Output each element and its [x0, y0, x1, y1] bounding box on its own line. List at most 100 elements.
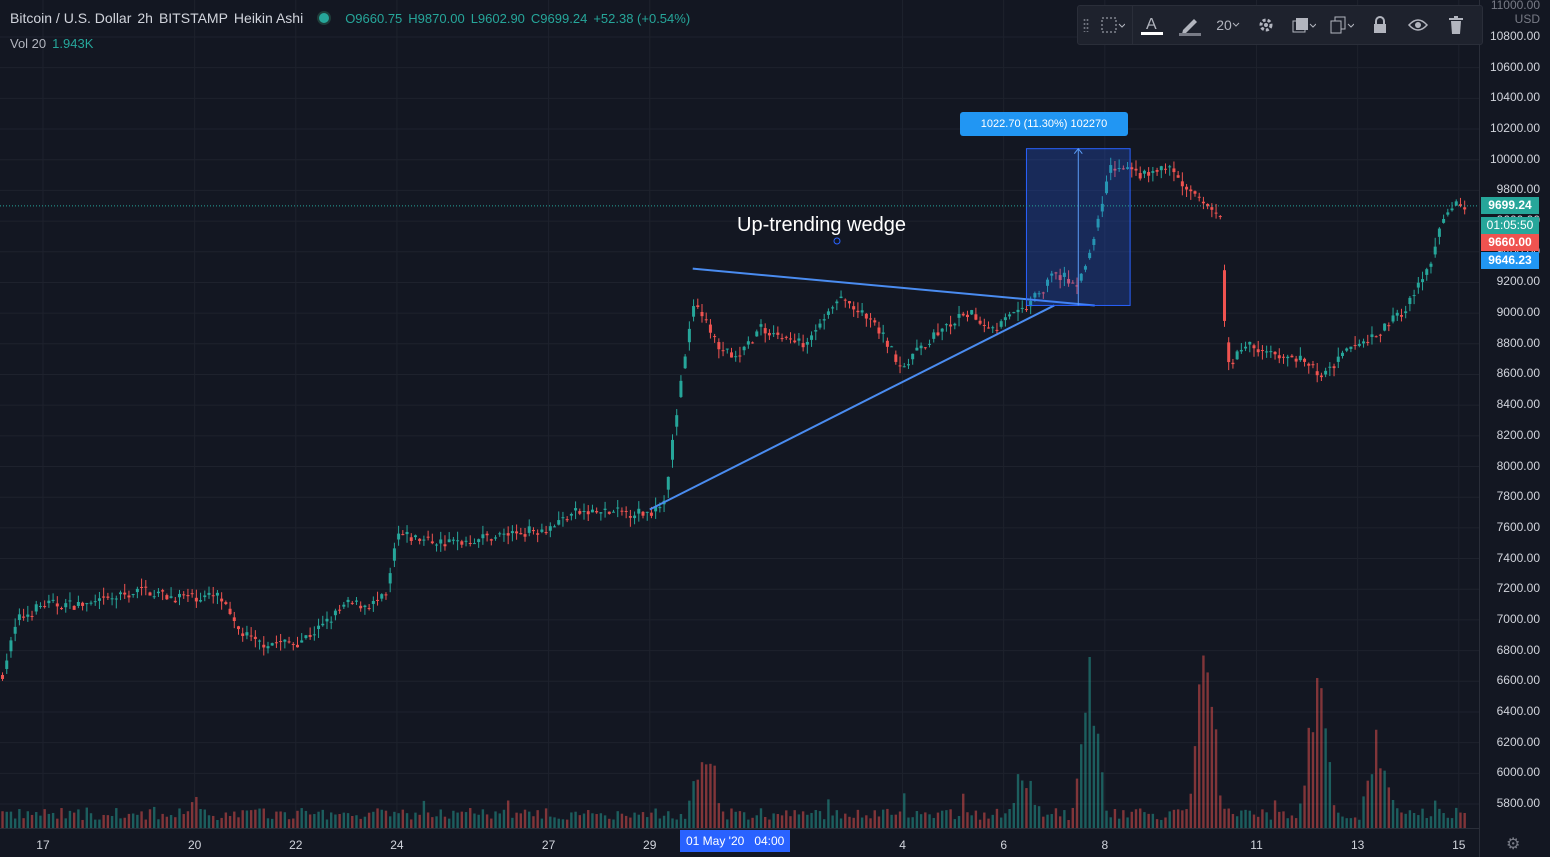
settings-button[interactable]	[1247, 6, 1285, 44]
volume-bar	[456, 812, 459, 828]
volume-bar	[999, 817, 1003, 828]
volume-bar	[1067, 819, 1070, 828]
volume-bar	[1202, 655, 1205, 828]
ohlc-low: L9602.90	[470, 10, 525, 26]
drawings	[0, 147, 1479, 511]
candle-body	[902, 366, 906, 368]
candle-body	[755, 331, 759, 337]
lock-button[interactable]	[1361, 6, 1399, 44]
volume-bar	[764, 816, 767, 828]
volume-bar	[123, 817, 126, 828]
drag-handle-icon[interactable]	[1078, 6, 1094, 44]
wedge-annotation[interactable]: Up-trending wedge	[737, 214, 906, 236]
candle-body	[1244, 346, 1248, 349]
text-color-button[interactable]: A	[1132, 6, 1171, 44]
candle-body	[169, 596, 173, 598]
candle-body	[1442, 218, 1446, 223]
volume-bar	[700, 762, 704, 828]
candle-body	[371, 601, 375, 604]
candle-body	[114, 598, 118, 600]
candle-body	[148, 592, 152, 596]
candle-body	[746, 341, 750, 345]
volume-bar	[1248, 810, 1251, 828]
candle-body	[586, 511, 590, 515]
volume-bar	[616, 811, 619, 828]
font-size-select[interactable]: 20	[1209, 6, 1247, 44]
volume-bar	[755, 815, 758, 828]
chart-settings-gear-icon[interactable]: ⚙	[1506, 836, 1521, 853]
volume-bar	[1429, 816, 1433, 828]
candle-body	[359, 605, 363, 609]
volume-bar	[1147, 813, 1150, 828]
market-status-icon[interactable]	[317, 11, 332, 25]
line-color-button[interactable]	[1171, 6, 1209, 44]
candle-body	[1024, 309, 1028, 311]
volume-bar	[1172, 809, 1176, 828]
volume-bar	[464, 812, 468, 828]
time-tick-label: 8	[1101, 838, 1109, 852]
volume-bar	[249, 810, 253, 828]
volume-bar	[1063, 810, 1066, 828]
delete-button[interactable]	[1437, 6, 1475, 44]
volume-bar	[1294, 818, 1298, 828]
volume-bar	[1412, 812, 1416, 828]
volume-bar	[612, 819, 615, 828]
volume-bar	[667, 811, 670, 828]
candle-body	[767, 332, 771, 336]
candle-body	[418, 538, 422, 541]
candle-body	[376, 599, 380, 601]
hide-button[interactable]	[1399, 6, 1437, 44]
currency-label[interactable]: USD	[1514, 12, 1540, 26]
visual-order-button[interactable]	[1285, 6, 1323, 44]
price-tick-label: 10400.00	[1489, 90, 1540, 105]
candle-body	[1277, 355, 1281, 359]
volume-bar	[738, 811, 742, 828]
clone-button[interactable]	[1323, 6, 1361, 44]
volume-bar	[157, 819, 160, 828]
volume-bar	[359, 818, 362, 828]
price-tick-label: 9200.00	[1496, 274, 1540, 289]
price-tick-label: 7400.00	[1496, 550, 1540, 565]
volume-bar	[629, 817, 632, 828]
candle-body	[982, 324, 986, 326]
symbol-legend[interactable]: Bitcoin / U.S. Dollar 2h BITSTAMP Heikin…	[10, 10, 690, 26]
symbol-name[interactable]: Bitcoin / U.S. Dollar	[10, 10, 132, 26]
candle-body	[1159, 166, 1163, 171]
candle-body	[553, 526, 557, 528]
volume-bar	[818, 811, 822, 828]
volume-bar	[865, 815, 868, 828]
select-template-button[interactable]	[1094, 6, 1132, 44]
candle-body	[1062, 272, 1066, 277]
chevron-down-icon	[1232, 22, 1240, 27]
ohlc-high: H9870.00	[408, 10, 465, 26]
volume-bar	[1332, 805, 1336, 828]
volume-bar	[426, 812, 430, 828]
volume-bar	[469, 808, 472, 828]
candle-body	[1408, 297, 1412, 305]
volume-bar	[574, 811, 577, 828]
volume-bar	[1193, 746, 1197, 828]
candle-body	[704, 319, 708, 321]
volume-bar	[1210, 706, 1214, 828]
measure-label[interactable]: 1022.70 (11.30%) 102270	[960, 112, 1128, 136]
candle-body	[1197, 196, 1201, 198]
time-tick-label: 11	[1250, 838, 1263, 852]
volume-legend[interactable]: Vol 20 1.943K	[10, 36, 93, 51]
candle-body	[970, 310, 974, 315]
candle-body	[384, 594, 388, 596]
candle-body	[1458, 204, 1462, 206]
candle-body	[144, 586, 148, 588]
candle-body	[561, 517, 565, 519]
candle-body	[1383, 323, 1387, 331]
volume-bar	[68, 810, 72, 828]
volume-bar	[1433, 800, 1437, 828]
candle-body	[548, 526, 552, 531]
candle-body	[1378, 334, 1382, 336]
volume-bar	[161, 813, 164, 828]
candle-body	[873, 320, 877, 323]
candle-body	[156, 591, 160, 594]
candle-body	[864, 313, 868, 319]
volume-bar	[789, 816, 792, 828]
candle-body	[485, 533, 489, 536]
